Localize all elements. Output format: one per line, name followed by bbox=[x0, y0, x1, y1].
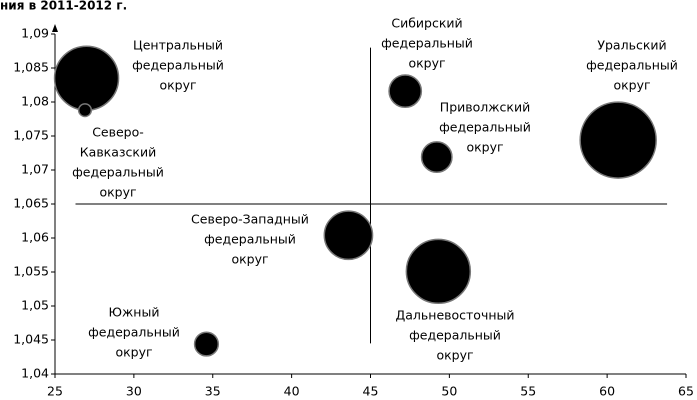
bubble-label: округ bbox=[159, 78, 196, 93]
bubble-label: Кавказский bbox=[80, 145, 156, 160]
bubble-label: федеральный bbox=[381, 36, 473, 51]
bubble-label: федеральный bbox=[204, 232, 296, 247]
bubble-label: округ bbox=[436, 348, 473, 363]
bubble-label: округ bbox=[99, 185, 136, 200]
bubble bbox=[405, 238, 472, 305]
bubble-label: федеральный bbox=[132, 58, 224, 73]
y-tick-label: 1,07 bbox=[21, 162, 49, 177]
x-tick-label: 50 bbox=[441, 384, 457, 399]
bubble-label: Северо-Западный bbox=[191, 212, 309, 227]
bubble-label: федеральный bbox=[72, 165, 164, 180]
y-tick-label: 1,05 bbox=[21, 298, 49, 313]
bubble bbox=[323, 210, 374, 261]
bubble-label: Уральский bbox=[597, 38, 666, 53]
bubble bbox=[388, 74, 423, 109]
y-tick-label: 1,085 bbox=[13, 60, 49, 75]
bubble-label: Дальневосточный bbox=[395, 308, 514, 323]
bubble-label: округ bbox=[231, 252, 268, 267]
y-tick-label: 1,045 bbox=[13, 332, 49, 347]
bubble-label: Центральный bbox=[133, 38, 223, 53]
x-tick-label: 65 bbox=[678, 384, 694, 399]
chart-title: ния в 2011-2012 г. bbox=[0, 0, 127, 13]
y-tick-label: 1,09 bbox=[21, 26, 49, 41]
bubble bbox=[579, 101, 657, 179]
bubble bbox=[193, 331, 220, 357]
y-axis-arrow bbox=[52, 24, 58, 32]
bubble-label: округ bbox=[115, 345, 152, 360]
bubble-label: Южный bbox=[109, 305, 160, 320]
bubble-label: федеральный bbox=[586, 58, 678, 73]
bubble-label: федеральный bbox=[409, 328, 501, 343]
x-tick-label: 45 bbox=[363, 384, 379, 399]
bubble bbox=[420, 141, 453, 174]
bubble-label: округ bbox=[466, 140, 503, 155]
bubble-label: федеральный bbox=[88, 325, 180, 340]
y-tick-label: 1,055 bbox=[13, 264, 49, 279]
bubble bbox=[77, 103, 93, 118]
x-tick-label: 40 bbox=[284, 384, 300, 399]
x-tick-label: 35 bbox=[205, 384, 221, 399]
y-tick-label: 1,06 bbox=[21, 230, 49, 245]
x-tick-label: 25 bbox=[47, 384, 63, 399]
y-tick-label: 1,075 bbox=[13, 128, 49, 143]
x-tick-label: 55 bbox=[520, 384, 536, 399]
bubble-label: Северо- bbox=[92, 125, 144, 140]
bubble-label: Сибирский bbox=[391, 16, 462, 31]
y-tick-label: 1,08 bbox=[21, 94, 49, 109]
bubble-label: округ bbox=[408, 56, 445, 71]
bubble-label: Приволжский bbox=[440, 100, 530, 115]
y-tick-label: 1,065 bbox=[13, 196, 49, 211]
bubble-label: федеральный bbox=[439, 120, 531, 135]
bubble-label: округ bbox=[613, 78, 650, 93]
bubble bbox=[53, 45, 120, 111]
y-tick-label: 1,04 bbox=[21, 366, 49, 381]
x-tick-label: 60 bbox=[599, 384, 615, 399]
x-tick-label: 30 bbox=[126, 384, 142, 399]
